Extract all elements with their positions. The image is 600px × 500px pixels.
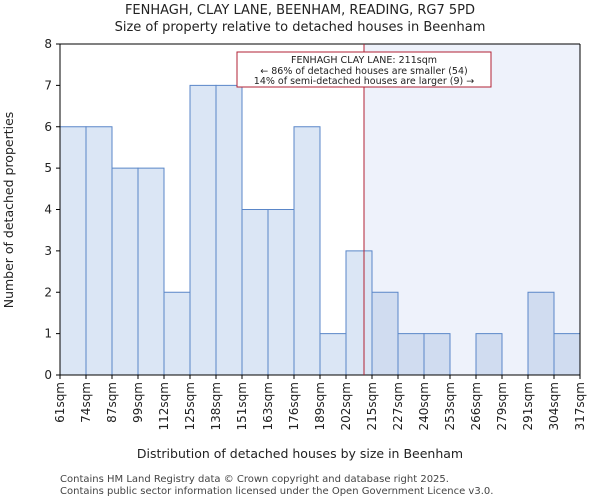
bar-138sqm xyxy=(215,84,243,376)
x-axis-label: Distribution of detached houses by size … xyxy=(137,446,463,461)
bar-125sqm xyxy=(189,84,217,376)
y-tick-label-8: 8 xyxy=(44,37,52,51)
bar-74sqm xyxy=(85,126,113,376)
annotation-line-2: ← 86% of detached houses are smaller (54… xyxy=(260,66,467,77)
x-tick-label-138sqm: 138sqm xyxy=(209,382,223,430)
footer-line-2: Contains public sector information licen… xyxy=(60,486,493,497)
bar-202sqm xyxy=(345,250,373,376)
annotation-line-3: 14% of semi-detached houses are larger (… xyxy=(254,76,474,87)
x-tick-label-279sqm: 279sqm xyxy=(495,382,509,430)
y-tick-label-3: 3 xyxy=(44,244,52,258)
annotation-box xyxy=(236,51,492,88)
plot-area: 0 1 2 3 4 5 6 7 8 61sqm 74sqm 87sqm 99sqm 112sqm 125sq… xyxy=(44,37,587,430)
x-tick-label-87sqm: 87sqm xyxy=(105,382,119,423)
chart-title: FENHAGH, CLAY LANE, BEENHAM, READING, RG… xyxy=(125,3,475,18)
annotation-line-1: FENHAGH CLAY LANE: 211sqm xyxy=(291,55,437,66)
y-tick-label-0: 0 xyxy=(44,368,52,382)
x-tick-label-61sqm: 61sqm xyxy=(53,382,67,423)
bar-266sqm xyxy=(475,333,503,376)
bar-240sqm xyxy=(423,333,451,376)
bar-291sqm xyxy=(527,291,555,376)
bar-215sqm xyxy=(371,291,399,376)
x-tick-label-176sqm: 176sqm xyxy=(287,382,301,430)
x-tick-label-227sqm: 227sqm xyxy=(391,382,405,430)
x-tick-label-253sqm: 253sqm xyxy=(443,382,457,430)
y-tick-label-6: 6 xyxy=(44,120,52,134)
bar-151sqm xyxy=(241,209,269,376)
bar-163sqm xyxy=(267,209,295,376)
x-tick-label-291sqm: 291sqm xyxy=(521,382,535,430)
x-tick-label-215sqm: 215sqm xyxy=(365,382,379,430)
x-tick-label-266sqm: 266sqm xyxy=(469,382,483,430)
x-tick-label-99sqm: 99sqm xyxy=(131,382,145,423)
bar-99sqm xyxy=(137,167,165,376)
bar-189sqm xyxy=(319,333,347,376)
y-tick-label-1: 1 xyxy=(44,327,52,341)
bar-176sqm xyxy=(293,126,321,376)
x-tick-label-317sqm: 317sqm xyxy=(573,382,587,430)
bar-61sqm xyxy=(59,126,87,376)
footer-line-1: Contains HM Land Registry data © Crown c… xyxy=(60,474,449,485)
x-tick-label-151sqm: 151sqm xyxy=(235,382,249,430)
x-tick-label-202sqm: 202sqm xyxy=(339,382,353,430)
x-tick-label-163sqm: 163sqm xyxy=(261,382,275,430)
chart-subtitle: Size of property relative to detached ho… xyxy=(115,20,486,35)
y-tick-label-2: 2 xyxy=(44,285,52,299)
y-tick-label-7: 7 xyxy=(44,78,52,92)
x-tick-label-74sqm: 74sqm xyxy=(79,382,93,423)
y-axis-label: Number of detached properties xyxy=(1,112,16,309)
bar-304sqm xyxy=(553,333,581,376)
y-tick-label-4: 4 xyxy=(44,203,52,217)
x-tick-label-189sqm: 189sqm xyxy=(313,382,327,430)
x-tick-label-125sqm: 125sqm xyxy=(183,382,197,430)
bar-227sqm xyxy=(397,333,425,376)
bar-87sqm xyxy=(111,167,139,376)
bar-112sqm xyxy=(163,291,191,376)
x-tick-label-304sqm: 304sqm xyxy=(547,382,561,430)
x-tick-label-112sqm: 112sqm xyxy=(157,382,171,430)
x-tick-label-240sqm: 240sqm xyxy=(417,382,431,430)
y-tick-label-5: 5 xyxy=(44,161,52,175)
